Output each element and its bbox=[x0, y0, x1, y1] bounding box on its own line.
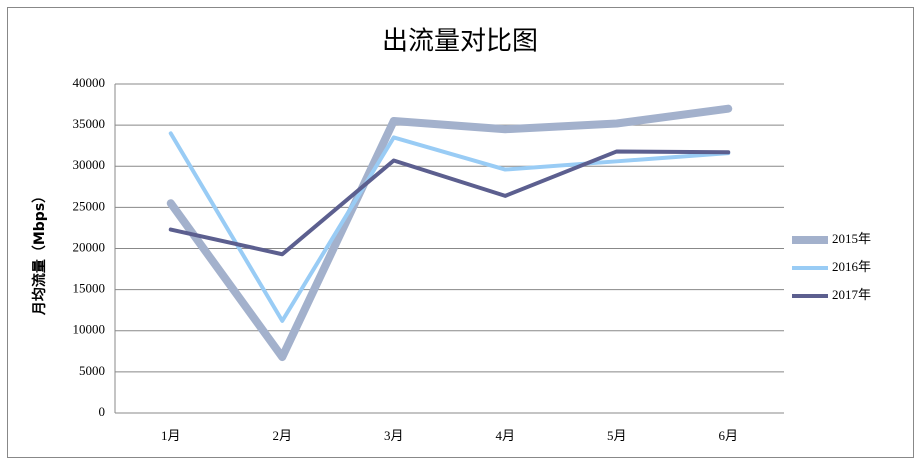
series-line bbox=[168, 131, 731, 323]
y-tick-label: 5000 bbox=[79, 363, 105, 378]
series-line bbox=[168, 149, 731, 257]
y-tick-label: 30000 bbox=[73, 157, 106, 172]
x-tick-label: 4月 bbox=[495, 428, 515, 443]
legend-label: 2017年 bbox=[832, 287, 871, 302]
y-tick-label: 10000 bbox=[73, 322, 106, 337]
chart-title: 出流量对比图 bbox=[382, 27, 538, 57]
y-tick-label: 40000 bbox=[73, 75, 106, 90]
legend-label: 2016年 bbox=[832, 259, 871, 274]
x-tick-label: 2月 bbox=[272, 428, 292, 443]
x-tick-label: 3月 bbox=[384, 428, 404, 443]
x-tick-label: 6月 bbox=[718, 428, 738, 443]
y-tick-label: 0 bbox=[99, 404, 106, 419]
series-line bbox=[166, 104, 733, 362]
y-tick-label: 35000 bbox=[73, 116, 106, 131]
x-tick-label: 5月 bbox=[607, 428, 627, 443]
legend-label: 2015年 bbox=[832, 231, 871, 246]
chart-border bbox=[7, 7, 914, 458]
y-tick-label: 15000 bbox=[73, 281, 106, 296]
y-axis-label: 月均流量（Mbps） bbox=[31, 189, 48, 316]
x-tick-label: 1月 bbox=[161, 428, 181, 443]
y-tick-label: 20000 bbox=[73, 239, 106, 254]
y-tick-label: 25000 bbox=[73, 198, 106, 213]
